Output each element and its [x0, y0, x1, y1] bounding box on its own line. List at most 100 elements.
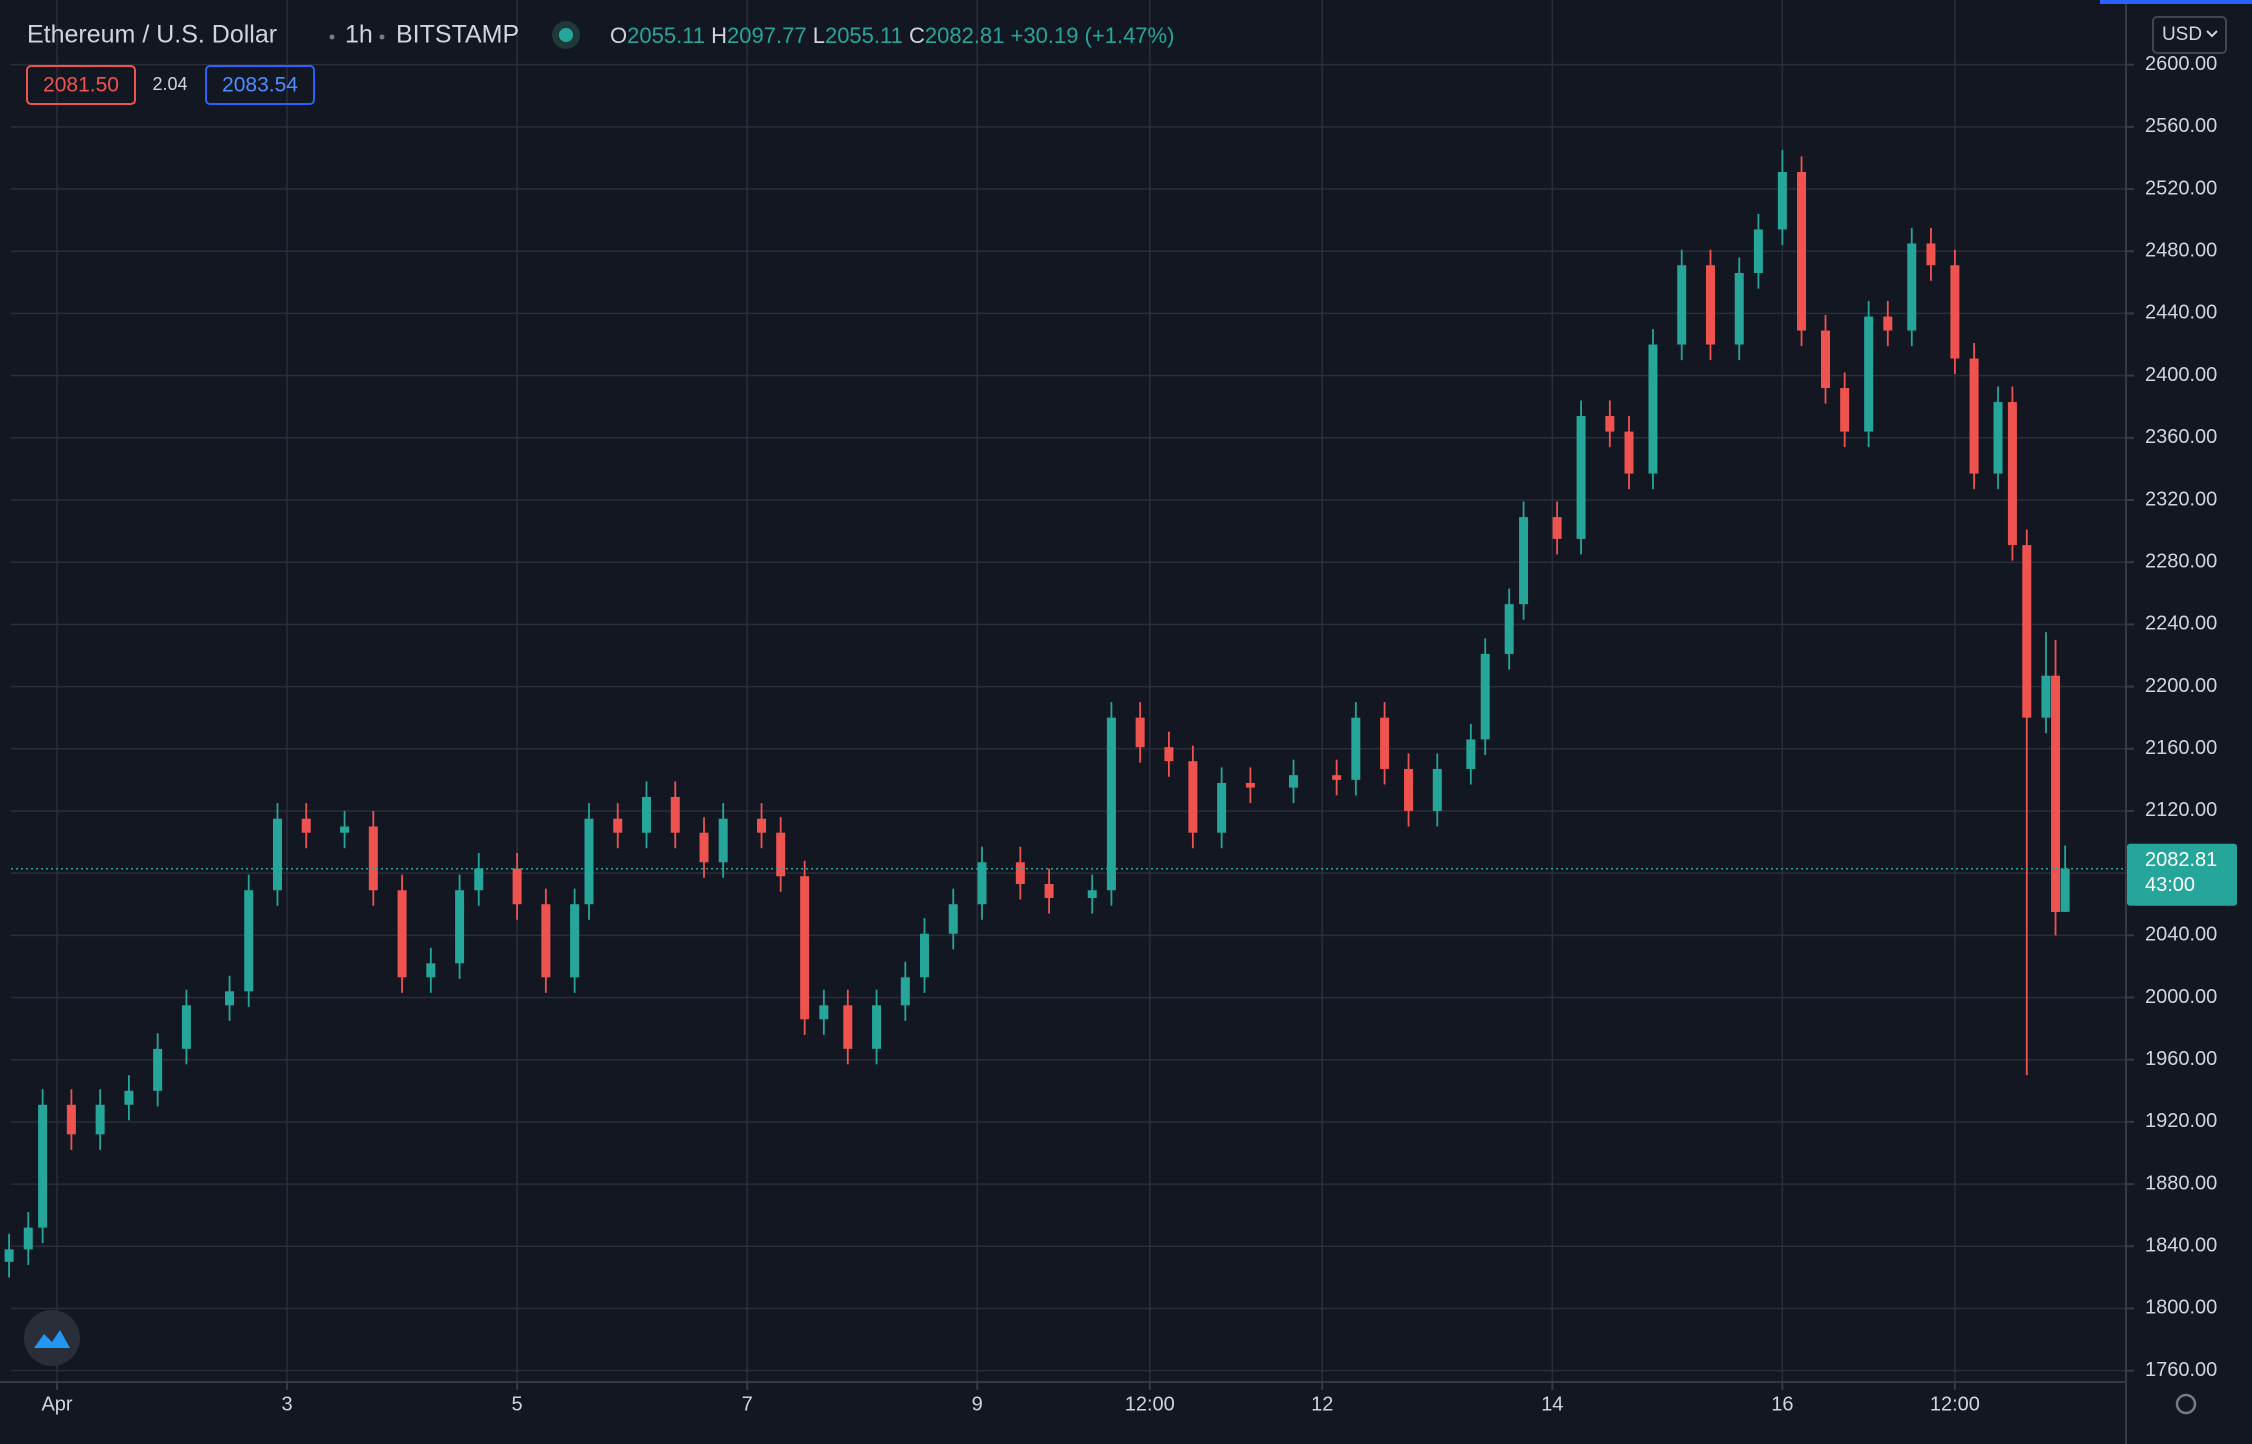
candle-body [455, 890, 465, 964]
y-tick-label: 1800.00 [2145, 1297, 2217, 1319]
y-tick-label: 1920.00 [2145, 1110, 2217, 1132]
candles [4, 150, 2070, 1278]
ohlc-letter: C [909, 23, 925, 48]
candle-body [301, 818, 311, 833]
candle-body [1404, 768, 1414, 811]
candle-body [872, 1005, 882, 1049]
candle-body [718, 818, 728, 863]
candle-body [819, 1005, 829, 1020]
ohlc-value: 2082.81 [925, 23, 1005, 48]
candle-body [757, 818, 767, 833]
candle-body [225, 991, 235, 1006]
ohlc-letter: L [813, 23, 825, 48]
candle-body [1480, 653, 1490, 740]
candle-body [1087, 890, 1097, 899]
candle-body [919, 933, 929, 978]
chevron [2206, 30, 2218, 38]
candle-body [1677, 265, 1687, 345]
candle-body [1466, 739, 1476, 769]
candle-body [181, 1005, 191, 1049]
countdown: 43:00 [2145, 874, 2195, 896]
candle-body [1907, 243, 1917, 331]
x-tick-label: 12:00 [1930, 1393, 1980, 1415]
candle-body [2007, 402, 2017, 546]
y-tick-label: 2520.00 [2145, 177, 2217, 199]
currency-button[interactable] [2152, 16, 2227, 54]
y-tick-label: 2600.00 [2145, 53, 2217, 75]
status-dot [559, 28, 573, 42]
candle-body [1552, 517, 1562, 539]
candle-body [340, 826, 350, 833]
x-tick-label: 16 [1771, 1393, 1793, 1415]
candle-body [153, 1048, 163, 1091]
candle-body [1135, 717, 1145, 748]
y-tick-label: 2280.00 [2145, 550, 2217, 572]
ask-box[interactable] [205, 65, 315, 105]
candle-body [272, 818, 282, 891]
candle-body [584, 818, 594, 905]
ohlc-legend: O2055.11 H2097.77 L2055.11 C2082.81 +30.… [610, 23, 1174, 48]
candle-body [1883, 316, 1893, 331]
y-tick-label: 2120.00 [2145, 799, 2217, 821]
candle-body [1734, 273, 1744, 345]
candle-body [1289, 775, 1299, 788]
y-tick-label: 2480.00 [2145, 240, 2217, 262]
candle-body [699, 832, 709, 863]
candle-body [1188, 761, 1198, 833]
candle-body [1576, 416, 1586, 539]
candle-body [1106, 717, 1116, 891]
candle-body [1605, 416, 1615, 432]
spread: 2.04 [152, 74, 187, 94]
y-tick-label: 2400.00 [2145, 364, 2217, 386]
candle-body [1380, 717, 1390, 769]
candle-body [1504, 604, 1514, 654]
separator [329, 34, 335, 40]
candle-body [124, 1090, 134, 1105]
x-tick-label: 3 [281, 1393, 292, 1415]
y-tick-label: 2160.00 [2145, 737, 2217, 759]
candle-body [1926, 243, 1936, 266]
y-tick-label: 1960.00 [2145, 1048, 2217, 1070]
candle-body [512, 868, 522, 905]
ohlc-value: 2097.77 [727, 23, 807, 48]
x-tick-label: 12 [1311, 1393, 1333, 1415]
candle-body [1705, 265, 1715, 345]
candle-body [1432, 768, 1442, 811]
bid-box[interactable] [26, 65, 136, 105]
candle-body [1044, 884, 1054, 899]
candle-body [977, 862, 987, 905]
candle-body [800, 876, 810, 1020]
candle-body [95, 1104, 105, 1135]
top-accent [2100, 0, 2252, 4]
candle-body [66, 1104, 76, 1135]
settings-icon[interactable] [2175, 1393, 2197, 1415]
y-tick-label: 2240.00 [2145, 613, 2217, 635]
candle-body [1753, 229, 1763, 274]
candle-body [1217, 782, 1227, 833]
candle-body [1840, 388, 1850, 432]
candle-body [1332, 775, 1342, 780]
y-tick-label: 2000.00 [2145, 986, 2217, 1008]
currency: USD [2162, 24, 2202, 45]
ohlc-letter: H [711, 23, 727, 48]
candle-body [1797, 171, 1807, 331]
candle-body [570, 904, 580, 978]
candle-body [368, 826, 378, 891]
ohlc-value: 2055.11 [825, 23, 903, 48]
candle-body [1993, 402, 2003, 474]
candle-body [1245, 782, 1255, 788]
candle-body [1351, 717, 1361, 780]
candle-body [613, 818, 623, 833]
candle-body [642, 796, 652, 833]
candle-body [1624, 431, 1634, 474]
x-tick-label: 14 [1541, 1393, 1563, 1415]
x-tick-label: 9 [972, 1393, 983, 1415]
x-tick-label: Apr [41, 1393, 72, 1415]
ohlc-letter: O [610, 23, 627, 48]
x-tick-label: 7 [742, 1393, 753, 1415]
bid-price: 2081.50 [43, 74, 119, 97]
exchange: BITSTAMP [396, 21, 519, 49]
logo[interactable] [24, 1310, 80, 1366]
